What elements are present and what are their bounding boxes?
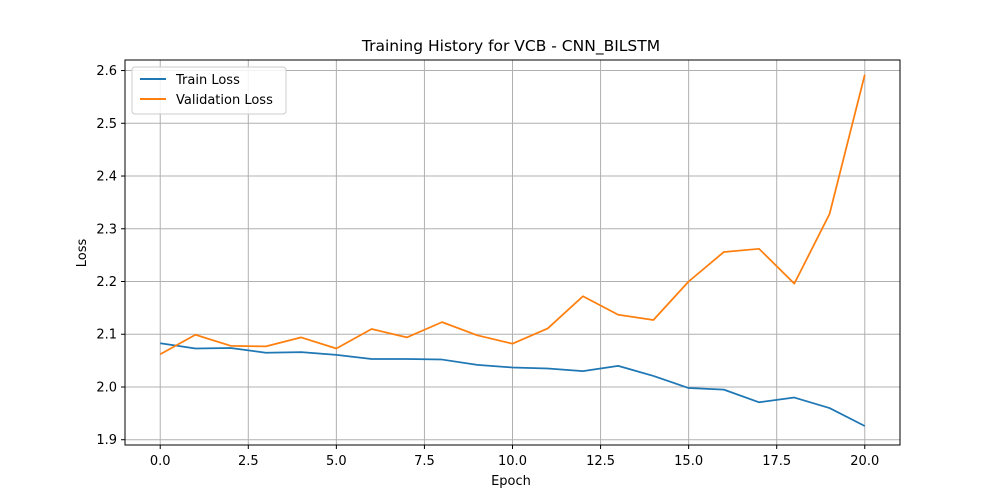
validation-loss-point [336,348,338,350]
x-tick-label: 17.5 [762,454,791,469]
x-tick-label: 12.5 [586,454,615,469]
train-loss-point [653,375,655,377]
train-loss-point [230,347,232,349]
train-loss-point [512,367,514,369]
validation-loss-point [406,337,408,339]
train-loss-point [159,342,161,344]
train-loss-point [617,365,619,367]
y-tick-label: 2.4 [96,170,117,185]
train-loss-point [336,354,338,356]
x-tick-label: 2.5 [238,454,259,469]
train-loss-point [476,364,478,366]
x-axis-title: Epoch [491,474,531,489]
train-loss-point [265,352,267,354]
validation-loss-line [159,74,866,356]
train-loss-point [582,370,584,372]
validation-loss-point [476,335,478,337]
validation-loss-point [829,213,831,215]
validation-loss-point [864,74,866,76]
validation-loss-point [300,337,302,339]
series-lines [159,74,866,427]
y-tick-label: 2.3 [96,222,117,237]
validation-loss-point [265,346,267,348]
validation-loss-point [758,248,760,250]
validation-loss-point [371,328,373,330]
legend: Train Loss Validation Loss [131,66,287,115]
y-tick-label: 2.6 [96,64,117,79]
y-tick-label: 2.5 [96,117,117,132]
train-loss-point [300,351,302,353]
train-loss-point [688,387,690,389]
train-loss-point [371,358,373,360]
y-tick-label: 2.2 [96,275,117,290]
legend-box [131,66,287,115]
y-axis-title: Loss [75,239,90,268]
y-tick-label: 1.9 [96,433,117,448]
validation-loss-point [617,314,619,316]
validation-loss-point [159,353,161,355]
grid-lines [125,60,900,445]
x-tick-label: 10.0 [498,454,527,469]
train-loss-point [758,401,760,403]
legend-label-validation-loss: Validation Loss [176,93,273,108]
train-loss-point [406,358,408,360]
x-tick-label: 0.0 [150,454,171,469]
x-tick-label: 5.0 [326,454,347,469]
y-tick-label: 2.0 [96,380,117,395]
train-loss-point [195,348,197,350]
validation-loss-point [723,251,725,253]
train-loss-point [864,425,866,427]
x-tick-label: 20.0 [850,454,879,469]
validation-loss-point [688,281,690,283]
train-loss-point [794,397,796,399]
train-loss-point [723,389,725,391]
legend-label-train-loss: Train Loss [175,73,240,88]
chart-title: Training History for VCB - CNN_BILSTM [361,37,660,56]
x-tick-label: 15.0 [674,454,703,469]
y-axis: 1.9 2.0 2.1 2.2 2.3 2.4 2.5 2.6 [96,64,125,448]
train-loss-point [829,407,831,409]
validation-loss-point [794,283,796,285]
train-loss-point [441,359,443,361]
validation-loss-point [547,328,549,330]
validation-loss-point [441,321,443,323]
validation-loss-point [653,319,655,321]
x-axis: 0.0 2.5 5.0 7.5 10.0 12.5 15.0 17.5 20.0 [150,445,879,469]
validation-loss-point [512,343,514,345]
validation-loss-point [195,334,197,336]
validation-loss-point [230,345,232,347]
validation-loss-point [582,295,584,297]
y-tick-label: 2.1 [96,328,117,343]
train-loss-line [160,342,866,427]
train-loss-point [547,368,549,370]
x-tick-label: 7.5 [414,454,435,469]
